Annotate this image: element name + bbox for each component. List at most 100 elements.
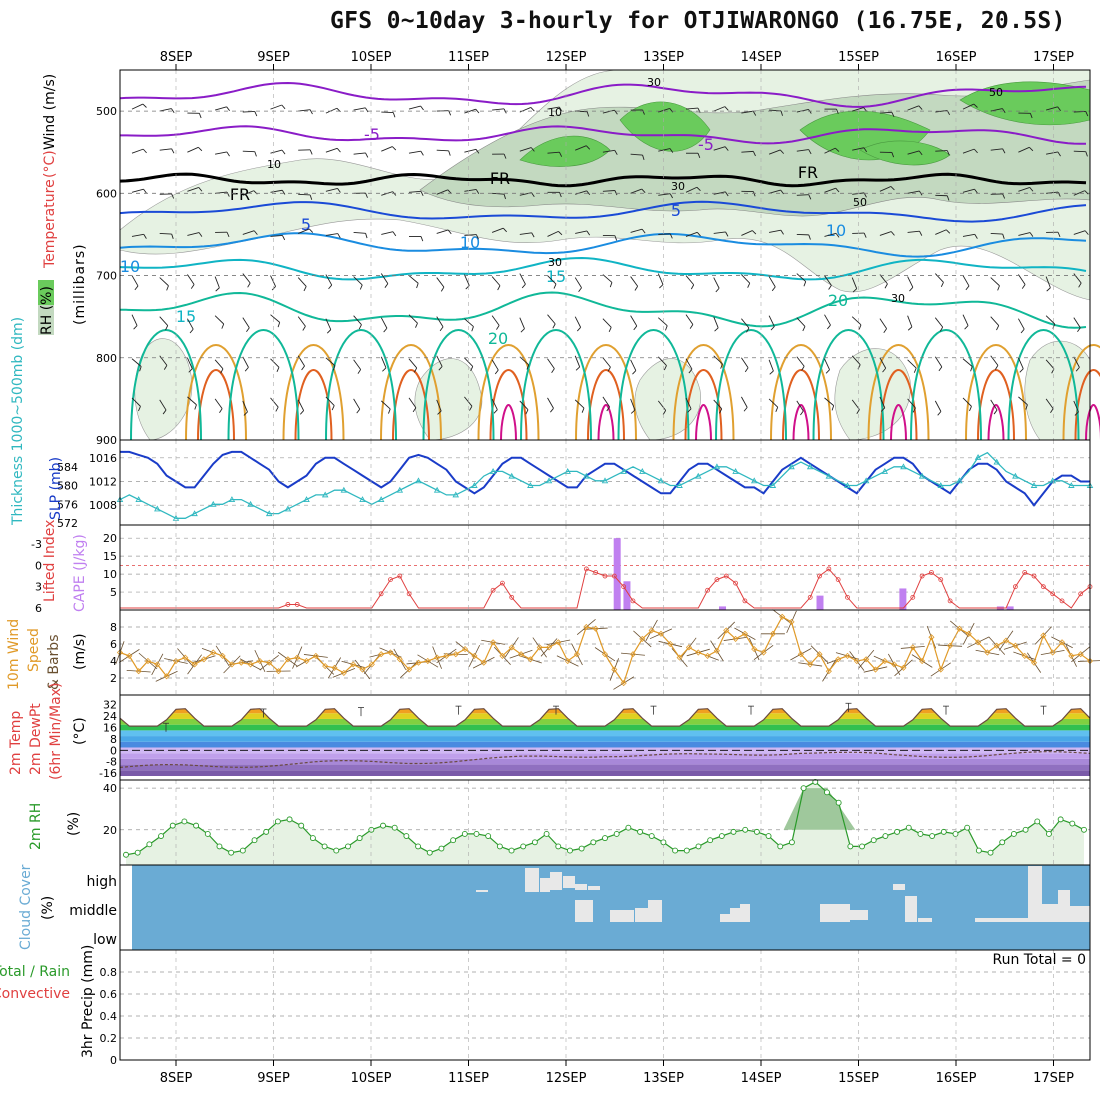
wind-barb — [131, 314, 138, 326]
wind-speed-marker — [322, 663, 329, 670]
wind-barb-flag — [996, 325, 1000, 331]
wind-speed-marker — [191, 661, 198, 668]
cloud-gap — [550, 872, 562, 890]
wind-speed-marker — [1012, 642, 1019, 649]
wind-speed-marker — [807, 661, 814, 668]
wind-barb-flag — [413, 367, 418, 373]
wind-barb — [464, 148, 477, 153]
wind-barb-flag — [437, 410, 442, 415]
wind-barb — [824, 314, 831, 326]
wind-barb-flag — [725, 231, 729, 237]
cape-axis-label: CAPE (J/kg) — [72, 534, 88, 612]
wind-barb-flag — [357, 369, 362, 374]
wind-barb — [325, 396, 335, 406]
wind-barb-flag — [194, 404, 197, 410]
rh-marker — [345, 843, 351, 850]
wind-speed-marker — [312, 652, 319, 659]
wind-barb — [436, 189, 448, 195]
temp-contour-20 — [422, 328, 495, 441]
wind-speed-marker — [331, 664, 338, 671]
wind-barb — [131, 233, 144, 237]
lifted-index-line — [120, 568, 1091, 609]
wind-barb-flag — [226, 151, 230, 157]
wind-barb-flag — [578, 287, 582, 293]
wind-speed-marker — [769, 630, 776, 637]
thickness-marker — [862, 477, 870, 484]
wind-barb-flag — [188, 368, 193, 373]
lifted-index-marker — [845, 594, 850, 600]
rh-marker — [1057, 816, 1064, 823]
top-date-label: 9SEP — [257, 50, 290, 65]
wind-barb — [270, 314, 280, 323]
thickness-marker — [1012, 472, 1019, 479]
wind-barb — [1045, 359, 1055, 370]
wind-barb — [990, 355, 999, 366]
wind-barb-flag — [1050, 408, 1054, 414]
wind-barb-flag — [171, 233, 174, 239]
precip-panel: 0 0.2 0.4 0.6 0.8 Run Total = 0 Total / Rain Co… — [0, 945, 1090, 1067]
wind-barb-flag — [609, 282, 613, 288]
rh-marker — [496, 843, 503, 850]
wind-barb-flag — [301, 365, 305, 371]
wind-barb-flag — [939, 326, 944, 332]
wind-barb — [353, 231, 366, 234]
wind-barb-flag — [891, 112, 895, 117]
wind-barb-flag — [171, 193, 175, 199]
wind-barb — [575, 145, 587, 151]
wind-barb-flag — [835, 147, 840, 152]
wind-barb-flag — [1029, 187, 1034, 192]
thickness-tick-label: 584 — [57, 461, 78, 474]
wind-barb-flag — [970, 366, 973, 372]
wind-barb-flag — [219, 408, 223, 414]
wind-speed-marker — [266, 659, 273, 666]
wind-speed-marker — [1077, 651, 1084, 658]
thickness-marker — [1068, 482, 1075, 488]
rh-marker — [508, 847, 515, 854]
wind-barb-flag — [244, 367, 249, 372]
slp-tick-label: 1012 — [89, 476, 117, 489]
wind-barb-flag — [190, 284, 195, 289]
wind-speed-marker — [937, 666, 944, 673]
wind-barb-flag — [808, 234, 811, 240]
wind-barb — [713, 191, 726, 195]
wind-barb — [491, 359, 499, 371]
wind-barb-flag — [997, 285, 1000, 291]
wind-barb — [990, 277, 1000, 287]
wind-barb-flag — [890, 231, 895, 236]
wind-barb-flag — [336, 148, 341, 153]
wind-barb-flag — [614, 150, 618, 155]
temp-contour-25 — [185, 343, 247, 441]
wind-barb-flag — [688, 368, 693, 374]
cloud-gap — [588, 886, 600, 890]
temp-contour-label: FR — [230, 185, 250, 204]
wind-barb — [602, 318, 612, 328]
rh-fill-light — [134, 338, 193, 441]
wind-barb — [768, 398, 779, 408]
cloud-gap — [540, 878, 550, 892]
wind-barb — [657, 317, 668, 327]
wind-barb — [547, 275, 557, 285]
rh-marker — [894, 828, 901, 835]
wind-speed-marker — [359, 666, 366, 673]
wind-barb-flag — [247, 282, 251, 288]
temp-contour-20 — [119, 291, 1087, 329]
wind-barb — [713, 146, 726, 151]
rh-marker — [520, 843, 527, 850]
wind-speed-marker — [620, 680, 627, 687]
rh-marker — [905, 824, 912, 831]
wind-barb-flag — [243, 411, 248, 416]
rh-marker — [753, 828, 760, 835]
wind-barb-flag — [309, 194, 313, 200]
wind-barb-flag — [328, 284, 333, 290]
wind-barb — [990, 399, 998, 411]
wind10-speed-label: Speed — [26, 628, 42, 672]
wind-barb-flag — [669, 108, 674, 113]
wind-barb-flag — [326, 329, 332, 334]
thickness-marker — [396, 486, 404, 493]
cape-tick-label: 15 — [103, 550, 117, 563]
thickness-marker — [284, 505, 292, 512]
wind-barb — [214, 398, 223, 409]
temp-contour-label: -5 — [698, 135, 714, 154]
wind-barb-flag — [1057, 232, 1061, 238]
rh-marker — [1034, 818, 1041, 825]
